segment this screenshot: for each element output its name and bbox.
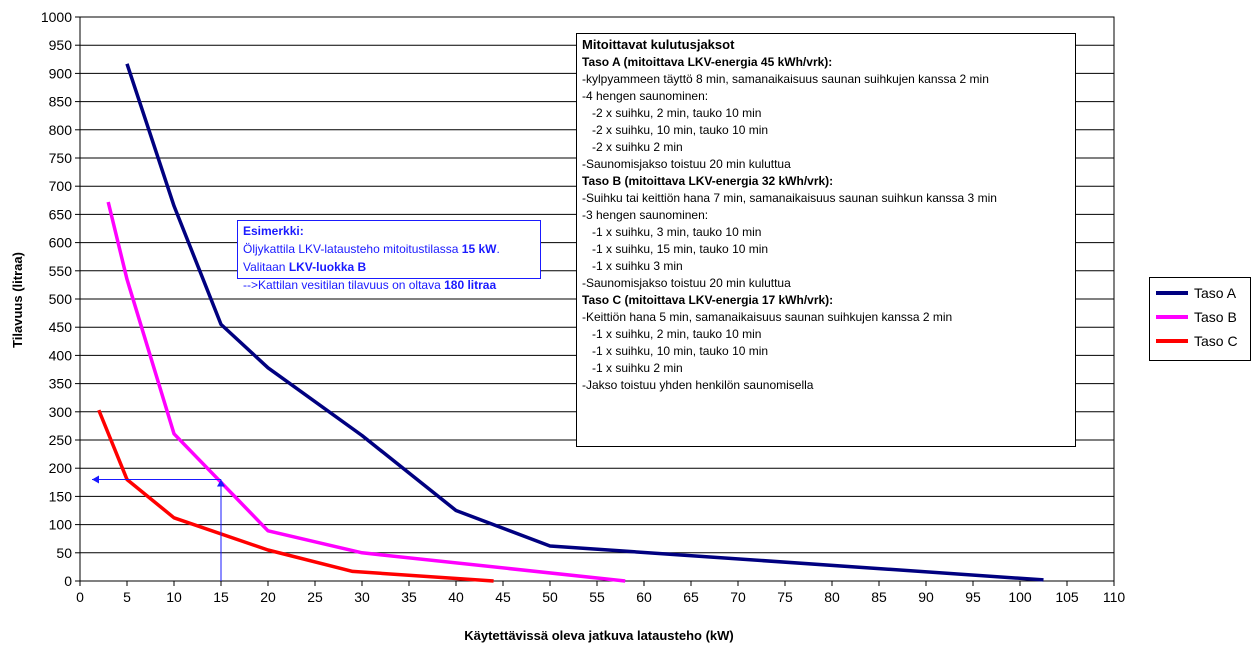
y-tick-label: 900: [49, 65, 73, 81]
x-tick-label: 60: [636, 589, 652, 605]
info-note-line: Taso A (mitoittava LKV-energia 45 kWh/vr…: [582, 55, 833, 69]
x-tick-label: 50: [542, 589, 558, 605]
info-note-line: -kylpyammeen täyttö 8 min, samanaikaisuu…: [582, 72, 989, 86]
info-note-line: -1 x suihku 3 min: [592, 259, 683, 273]
info-note: Mitoittavat kulutusjaksot Taso A (mitoit…: [576, 33, 1076, 447]
y-tick-label: 500: [49, 291, 73, 307]
x-tick-label: 75: [777, 589, 793, 605]
example-note: Esimerkki: Öljykattila LKV-latausteho mi…: [237, 220, 541, 292]
legend-label-taso-b: Taso B: [1194, 309, 1237, 325]
info-note-title: Mitoittavat kulutusjaksot: [582, 37, 735, 52]
x-axis-title: Käytettävissä oleva jatkuva latausteho (…: [464, 628, 734, 643]
y-tick-label: 750: [49, 150, 73, 166]
info-note-line: Taso B (mitoittava LKV-energia 32 kWh/vr…: [582, 174, 834, 188]
legend: Taso A Taso B Taso C: [1149, 277, 1251, 361]
x-tick-label: 105: [1055, 589, 1079, 605]
y-tick-label: 650: [49, 206, 73, 222]
y-tick-label: 100: [49, 517, 73, 533]
x-tick-label: 20: [260, 589, 276, 605]
y-tick-label: 200: [49, 460, 73, 476]
example-line-1: Öljykattila LKV-latausteho mitoitustilas…: [243, 242, 500, 256]
marker-arrowhead-up: [217, 479, 225, 487]
x-tick-label: 40: [448, 589, 464, 605]
legend-item-taso-a: Taso A: [1156, 281, 1244, 305]
info-note-line: -1 x suihku, 15 min, tauko 10 min: [592, 242, 769, 256]
info-note-line: -Jakso toistuu yhden henkilön saunomisel…: [582, 378, 814, 392]
info-note-line: -Saunomisjakso toistuu 20 min kuluttua: [582, 276, 791, 290]
x-tick-label: 0: [76, 589, 84, 605]
info-note-line: -3 hengen saunominen:: [582, 208, 709, 222]
info-note-line: -Saunomisjakso toistuu 20 min kuluttua: [582, 157, 791, 171]
example-heading: Esimerkki:: [243, 224, 304, 238]
y-tick-label: 950: [49, 37, 73, 53]
y-tick-label: 250: [49, 432, 73, 448]
example-line-3: -->Kattilan vesitilan tilavuus on oltava…: [243, 278, 497, 292]
x-tick-label: 65: [683, 589, 699, 605]
y-tick-label: 550: [49, 263, 73, 279]
legend-item-taso-b: Taso B: [1156, 305, 1244, 329]
y-tick-label: 150: [49, 488, 73, 504]
x-tick-label: 95: [965, 589, 981, 605]
x-tick-label: 25: [307, 589, 323, 605]
info-note-line: -2 x suihku, 10 min, tauko 10 min: [592, 123, 769, 137]
info-note-line: -1 x suihku, 2 min, tauko 10 min: [592, 327, 762, 341]
legend-label-taso-c: Taso C: [1194, 333, 1238, 349]
x-tick-label: 80: [824, 589, 840, 605]
info-note-line: -1 x suihku 2 min: [592, 361, 683, 375]
y-tick-label: 0: [64, 573, 72, 589]
legend-swatch-taso-c: [1156, 339, 1188, 343]
x-tick-label: 110: [1103, 589, 1126, 605]
tick-labels: 0501001502002503003504004505005506006507…: [41, 9, 1126, 605]
info-note-line: -2 x suihku, 2 min, tauko 10 min: [592, 106, 762, 120]
x-tick-label: 90: [918, 589, 934, 605]
y-tick-label: 300: [49, 404, 73, 420]
y-tick-label: 350: [49, 376, 73, 392]
info-note-line: -1 x suihku, 10 min, tauko 10 min: [592, 344, 769, 358]
series-line-taso-a: [125, 63, 1044, 582]
info-note-line: Taso C (mitoittava LKV-energia 17 kWh/vr…: [582, 293, 834, 307]
legend-label-taso-a: Taso A: [1194, 285, 1237, 301]
x-tick-label: 55: [589, 589, 605, 605]
x-tick-label: 100: [1008, 589, 1032, 605]
info-note-line: -2 x suihku 2 min: [592, 140, 683, 154]
plot-frame: [79, 16, 1115, 582]
legend-swatch-taso-a: [1156, 291, 1188, 295]
legend-item-taso-c: Taso C: [1156, 329, 1244, 353]
x-tick-label: 30: [354, 589, 370, 605]
y-tick-label: 400: [49, 347, 73, 363]
info-note-line: -4 hengen saunominen:: [582, 89, 709, 103]
y-tick-label: 600: [49, 235, 73, 251]
x-tick-label: 85: [871, 589, 887, 605]
y-tick-label: 700: [49, 178, 73, 194]
info-note-line: -1 x suihku, 3 min, tauko 10 min: [592, 225, 762, 239]
y-tick-label: 850: [49, 94, 73, 110]
y-tick-label: 800: [49, 122, 73, 138]
series-line-taso-c: [97, 409, 494, 583]
y-tick-label: 1000: [41, 9, 72, 25]
y-tick-label: 50: [56, 545, 72, 561]
axes: [75, 16, 1115, 586]
legend-swatch-taso-b: [1156, 315, 1188, 319]
example-marker: [92, 475, 225, 581]
x-tick-label: 15: [213, 589, 229, 605]
x-tick-label: 70: [730, 589, 746, 605]
info-note-line: -Suihku tai keittiön hana 7 min, samanai…: [582, 191, 997, 205]
x-tick-label: 45: [495, 589, 511, 605]
x-tick-label: 35: [401, 589, 417, 605]
x-tick-label: 5: [123, 589, 131, 605]
marker-arrowhead-left: [92, 475, 99, 484]
y-tick-label: 450: [49, 319, 73, 335]
info-note-line: -Keittiön hana 5 min, samanaikaisuus sau…: [582, 310, 953, 324]
example-line-2: Valitaan LKV-luokka B: [243, 260, 367, 274]
y-axis-title: Tilavuus (litraa): [10, 252, 25, 348]
x-tick-label: 10: [166, 589, 182, 605]
